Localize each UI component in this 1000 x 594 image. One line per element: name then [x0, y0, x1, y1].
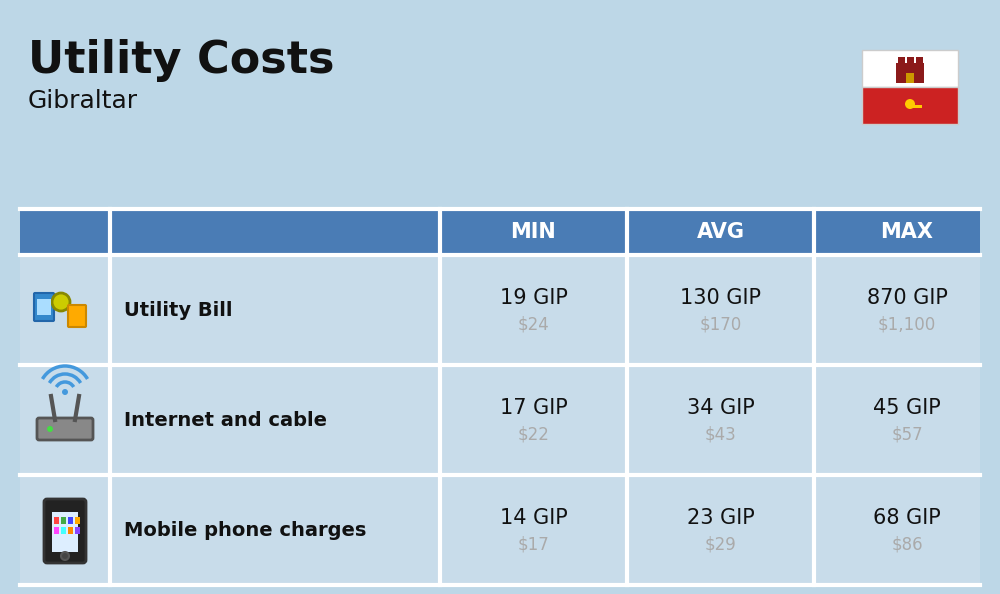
- Text: $86: $86: [891, 535, 923, 553]
- Text: Gibraltar: Gibraltar: [28, 89, 138, 113]
- Text: 23 GIP: 23 GIP: [687, 508, 754, 528]
- Text: 130 GIP: 130 GIP: [680, 288, 761, 308]
- Bar: [54, 517, 59, 524]
- Bar: [61, 527, 66, 534]
- Bar: [906, 73, 914, 83]
- Text: $43: $43: [705, 425, 736, 443]
- Bar: [898, 57, 905, 65]
- FancyBboxPatch shape: [37, 418, 93, 440]
- FancyBboxPatch shape: [34, 293, 54, 321]
- Circle shape: [61, 552, 69, 560]
- Bar: [61, 517, 66, 524]
- Text: $1,100: $1,100: [878, 315, 936, 333]
- Text: Internet and cable: Internet and cable: [124, 410, 327, 429]
- Bar: [896, 63, 924, 83]
- Circle shape: [47, 426, 53, 432]
- Bar: [916, 57, 923, 65]
- Text: 17 GIP: 17 GIP: [500, 398, 567, 418]
- Bar: [68, 527, 73, 534]
- Text: 45 GIP: 45 GIP: [873, 398, 941, 418]
- Bar: [52, 512, 78, 552]
- Bar: [68, 517, 73, 524]
- Bar: [862, 50, 958, 87]
- Text: $57: $57: [891, 425, 923, 443]
- Bar: [20, 475, 980, 585]
- Bar: [910, 105, 922, 108]
- Bar: [20, 209, 980, 255]
- FancyBboxPatch shape: [44, 499, 86, 563]
- Circle shape: [62, 389, 68, 395]
- Text: $22: $22: [518, 425, 549, 443]
- Bar: [37, 299, 51, 315]
- Bar: [75, 517, 80, 524]
- Bar: [75, 527, 80, 534]
- Text: Utility Bill: Utility Bill: [124, 301, 232, 320]
- Bar: [862, 87, 958, 124]
- Text: 14 GIP: 14 GIP: [500, 508, 567, 528]
- Text: 870 GIP: 870 GIP: [867, 288, 947, 308]
- Bar: [907, 57, 914, 65]
- Text: MIN: MIN: [511, 222, 556, 242]
- FancyBboxPatch shape: [68, 305, 86, 327]
- Bar: [20, 365, 980, 475]
- Circle shape: [52, 293, 70, 311]
- Text: 68 GIP: 68 GIP: [873, 508, 941, 528]
- Bar: [20, 255, 980, 365]
- Text: $17: $17: [518, 535, 549, 553]
- Text: 34 GIP: 34 GIP: [687, 398, 754, 418]
- Bar: [54, 527, 59, 534]
- Text: $170: $170: [699, 315, 742, 333]
- Text: Utility Costs: Utility Costs: [28, 39, 334, 82]
- Circle shape: [905, 99, 915, 109]
- Text: MAX: MAX: [881, 222, 934, 242]
- Text: AVG: AVG: [696, 222, 744, 242]
- Text: $29: $29: [705, 535, 736, 553]
- Text: 19 GIP: 19 GIP: [500, 288, 567, 308]
- Text: $24: $24: [518, 315, 549, 333]
- Text: Mobile phone charges: Mobile phone charges: [124, 520, 366, 539]
